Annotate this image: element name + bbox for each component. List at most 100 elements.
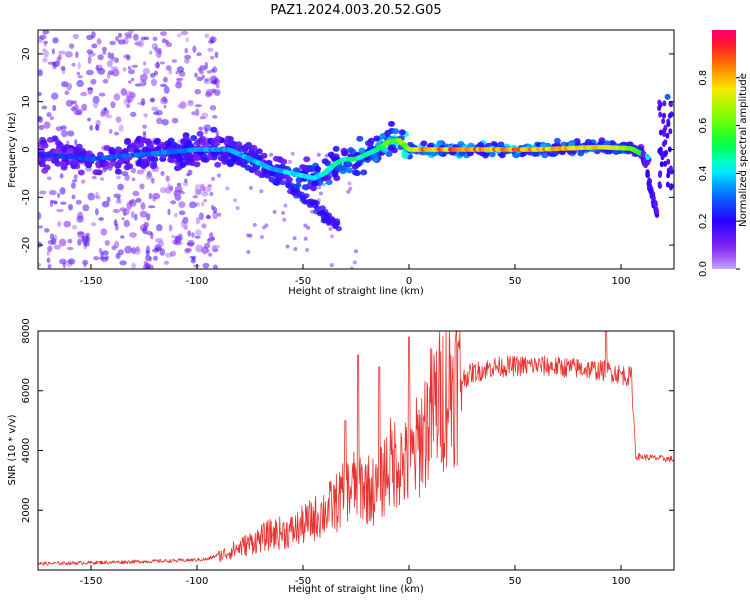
spectrogram-ridge-cell bbox=[234, 159, 242, 166]
spectrogram-noise-cell bbox=[171, 59, 178, 63]
spectrogram-noise-cell bbox=[172, 239, 179, 245]
spectrogram-ridge-cell bbox=[354, 161, 362, 168]
spectrogram-noise-cell bbox=[51, 48, 56, 55]
spectrogram-noise-cell bbox=[246, 233, 251, 238]
spectrogram-noise-cell bbox=[210, 80, 218, 85]
snr-y-tick-label: 2000 bbox=[21, 498, 32, 523]
spectrogram-noise-cell bbox=[139, 210, 148, 218]
spectrogram-noise-cell bbox=[160, 171, 165, 176]
spectrogram-ridge-cell bbox=[210, 137, 218, 144]
spectrogram-noise-cell bbox=[71, 62, 76, 67]
spectrogram-ridge-cell bbox=[115, 146, 122, 153]
spectrogram-ridge-cell bbox=[214, 161, 222, 168]
spectrogram-noise-cell bbox=[91, 31, 96, 39]
spectrogram-noise-cell bbox=[213, 264, 218, 269]
spectrogram-noise-cell bbox=[174, 193, 182, 201]
spectrogram-ridge-cell bbox=[164, 140, 172, 147]
spectrogram-noise-cell bbox=[328, 227, 333, 231]
spectrogram-noise-cell bbox=[170, 200, 177, 205]
spectrogram-noise-cell bbox=[103, 107, 108, 112]
spectrogram-tail-cell bbox=[658, 129, 663, 136]
spectrogram-ridge-cell bbox=[146, 143, 154, 149]
spectrogram-noise-cell bbox=[49, 116, 55, 121]
spectrogram-noise-cell bbox=[198, 212, 204, 221]
spectrogram-ridge-cell bbox=[303, 156, 311, 163]
spectrogram-noise-cell bbox=[58, 50, 66, 55]
spectrogram-ridge-cell bbox=[385, 151, 393, 157]
spectrogram-ridge-cell bbox=[324, 160, 332, 167]
spectrogram-ridge-cell bbox=[306, 183, 314, 189]
spectrogram-noise-cell bbox=[73, 174, 78, 180]
spectrogram-noise-cell bbox=[115, 36, 120, 42]
spectrogram-noise-cell bbox=[198, 126, 204, 131]
spectrogram-noise-cell bbox=[77, 61, 81, 70]
spectrogram-x-tick-label: 0 bbox=[406, 276, 412, 287]
colorbar: 0.0 0.2 0.4 0.6 0.8 Normalized spectral ampl… bbox=[698, 30, 749, 277]
spectrogram-ridge-cell bbox=[387, 145, 395, 152]
spectrogram-noise-cell bbox=[42, 57, 48, 63]
spectrogram-noise-cell bbox=[196, 76, 204, 82]
spectrogram-x-tick-label: -50 bbox=[295, 276, 311, 287]
spectrogram-tail-cell bbox=[659, 161, 664, 168]
spectrogram-noise-cell bbox=[135, 83, 142, 87]
spectrogram-noise-cell bbox=[154, 62, 160, 69]
spectrogram-noise-cell bbox=[107, 51, 112, 59]
spectrogram-noise-cell bbox=[204, 61, 208, 70]
spectrogram-noise-cell bbox=[101, 46, 107, 53]
spectrogram-noise-cell bbox=[99, 177, 105, 181]
snr-y-tick-label: 6000 bbox=[21, 378, 32, 403]
spectrogram-noise-cell bbox=[204, 128, 208, 135]
spectrogram-noise-cell bbox=[46, 257, 51, 264]
spectrogram-ridge-cell bbox=[175, 154, 183, 161]
spectrogram-tail-cell bbox=[658, 111, 663, 118]
spectrogram-ridge-cell bbox=[210, 126, 218, 133]
spectrogram-branch-cell bbox=[305, 198, 313, 204]
spectrogram-tail-cell bbox=[664, 93, 671, 100]
spectrogram-noise-cell bbox=[51, 92, 59, 100]
spectrogram-noise-cell bbox=[149, 264, 154, 269]
spectrogram-noise-cell bbox=[46, 112, 52, 118]
spectrogram-noise-cell bbox=[72, 33, 79, 40]
spectrogram-noise-cell bbox=[208, 252, 213, 257]
spectrogram-ridge-cell bbox=[373, 135, 381, 142]
spectrogram-noise-cell bbox=[208, 40, 214, 44]
spectrogram-tail-cell bbox=[642, 158, 647, 164]
spectrogram-noise-cell bbox=[206, 249, 211, 253]
spectrogram-noise-cell bbox=[58, 238, 67, 247]
spectrogram-noise-cell bbox=[105, 255, 109, 261]
spectrogram-noise-cell bbox=[171, 117, 179, 124]
spectrogram-noise-cell bbox=[175, 81, 183, 89]
spectrogram-noise-cell bbox=[145, 249, 150, 257]
spectrogram-noise-cell bbox=[203, 199, 208, 203]
spectrogram-ridge-cell bbox=[388, 120, 395, 127]
spectrogram-noise-cell bbox=[139, 183, 145, 190]
spectrogram-noise-cell bbox=[119, 260, 127, 266]
spectrogram-noise-cell bbox=[310, 209, 315, 214]
spectrogram-ridge-cell bbox=[268, 176, 276, 183]
spectrogram-noise-cell bbox=[303, 236, 308, 241]
spectrogram-noise-cell bbox=[215, 130, 219, 137]
spectrogram-ridge-cell bbox=[332, 145, 340, 152]
spectrogram-noise-cell bbox=[77, 211, 84, 220]
spectrogram-tail-cell bbox=[669, 184, 673, 191]
spectrogram-noise-cell bbox=[209, 192, 214, 196]
spectrogram-noise-cell bbox=[143, 113, 148, 118]
spectrogram-noise-cell bbox=[56, 208, 64, 213]
spectrogram-noise-cell bbox=[259, 235, 264, 239]
spectrogram-noise-cell bbox=[206, 214, 211, 219]
spectrogram-noise-cell bbox=[211, 236, 216, 241]
spectrogram-noise-cell bbox=[76, 71, 81, 76]
spectrogram-ridge-cell bbox=[240, 161, 248, 168]
spectrogram-ridge-cell bbox=[150, 161, 158, 168]
spectrogram-ridge-cell bbox=[488, 151, 496, 158]
spectrogram-noise-cell bbox=[163, 85, 170, 94]
spectrogram-noise-cell bbox=[176, 66, 184, 73]
spectrogram-noise-cell bbox=[214, 51, 219, 59]
spectrogram-ridge-cell bbox=[52, 148, 60, 155]
spectrogram-noise-cell bbox=[207, 47, 214, 52]
snr-y-tick-label: 8000 bbox=[21, 318, 32, 343]
spectrogram-y-tick-label: 20 bbox=[21, 48, 32, 61]
spectrogram-noise-cell bbox=[131, 64, 139, 68]
snr-y-axis-label: SNR (10 * v/v) bbox=[7, 414, 18, 485]
